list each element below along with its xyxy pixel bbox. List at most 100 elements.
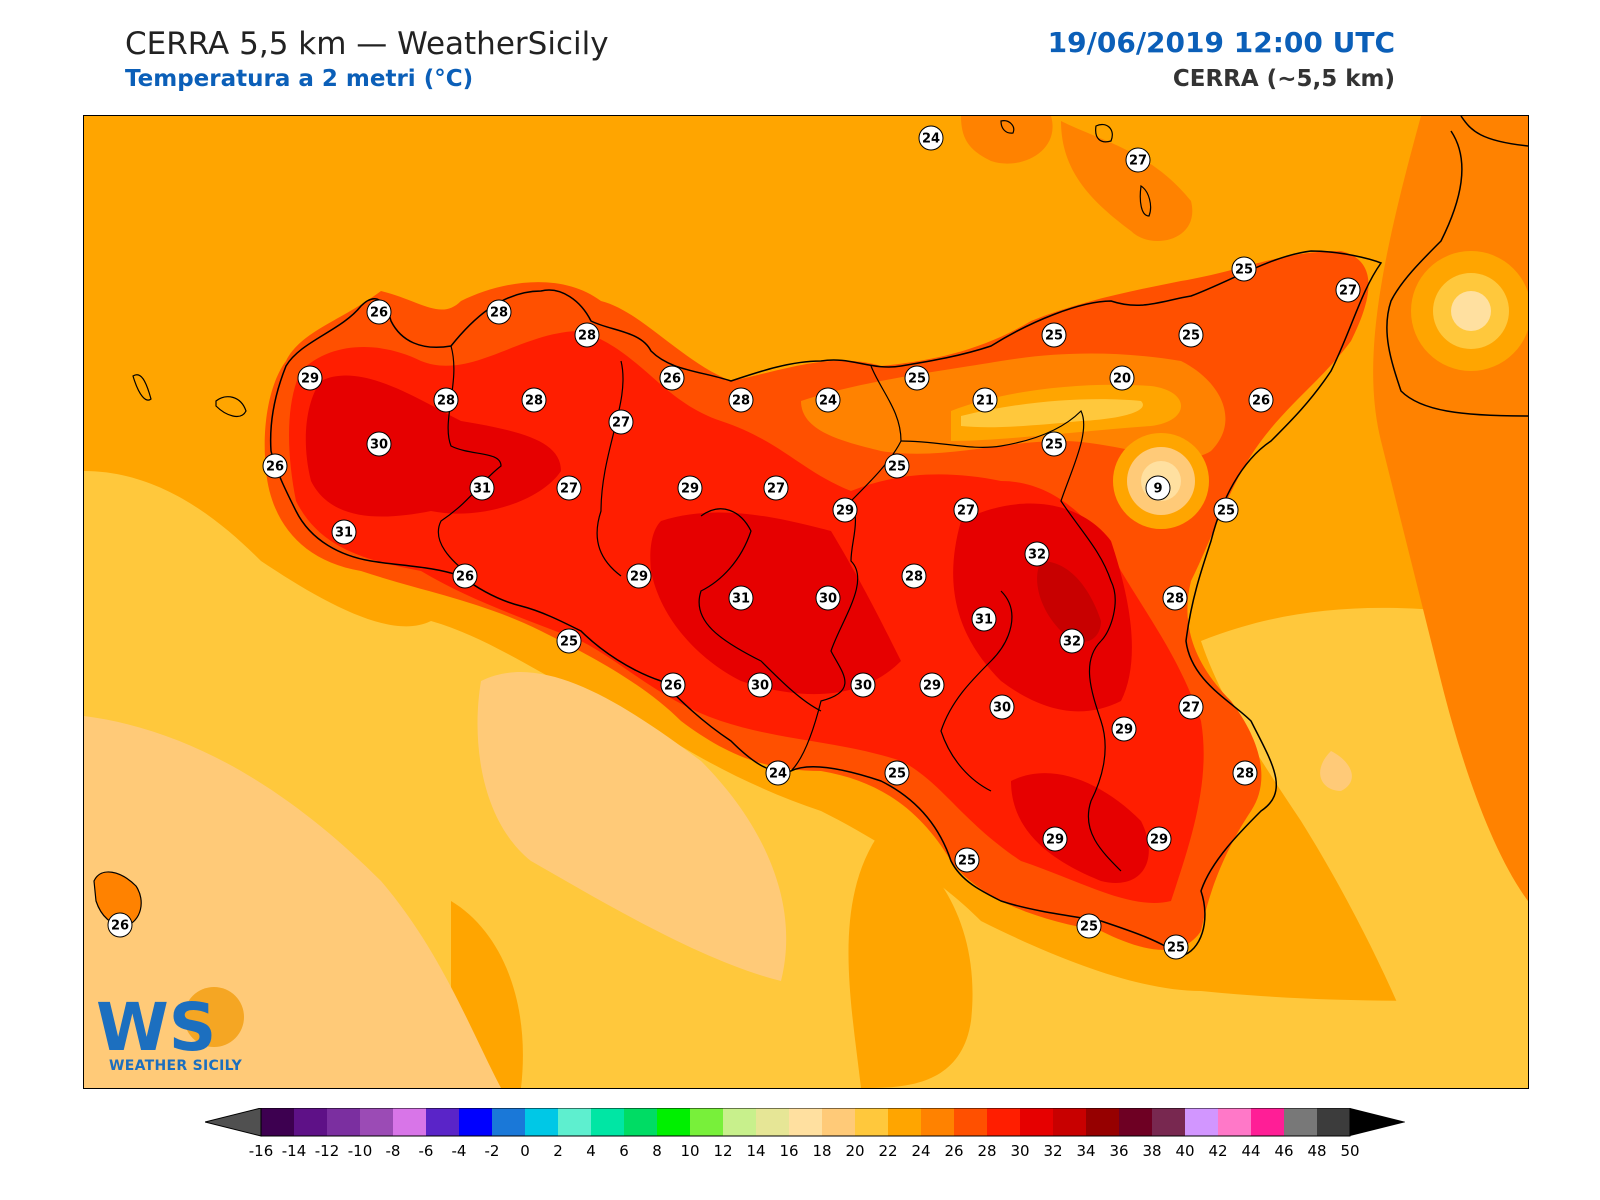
station-value: 26 xyxy=(370,306,388,321)
station-value: 26 xyxy=(111,919,129,934)
station-circle xyxy=(1213,497,1239,523)
station-circle xyxy=(815,585,841,611)
station-marker: 29 xyxy=(1146,826,1172,852)
colorbar-swatch xyxy=(1053,1108,1087,1136)
station-marker: 26 xyxy=(659,365,685,391)
model-label: CERRA (~5,5 km) xyxy=(1172,66,1395,92)
station-marker: 9 xyxy=(1145,475,1171,501)
station-marker: 31 xyxy=(331,519,357,545)
colorbar-tick-label: 34 xyxy=(1076,1142,1095,1160)
station-marker: 27 xyxy=(1335,277,1361,303)
station-circle xyxy=(469,475,495,501)
station-circle xyxy=(815,387,841,413)
station-marker: 26 xyxy=(107,912,133,938)
station-value: 29 xyxy=(1150,833,1168,848)
station-value: 27 xyxy=(612,416,630,431)
station-marker: 26 xyxy=(262,453,288,479)
sea-temp-zone xyxy=(84,716,501,1088)
station-marker: 31 xyxy=(469,475,495,501)
colorbar-tick-label: 22 xyxy=(878,1142,897,1160)
temperature-map: 24 27 25 27 26 28 28 25 25 29 26 25 20 28 28 28 24 21 26 30… xyxy=(83,115,1529,1089)
station-value: 30 xyxy=(819,592,837,607)
colorbar-tick-label: 8 xyxy=(652,1142,662,1160)
colorbar-swatch xyxy=(723,1108,757,1136)
station-circle xyxy=(832,497,858,523)
station-value: 25 xyxy=(1217,504,1235,519)
colorbar-swatch xyxy=(888,1108,922,1136)
station-value: 27 xyxy=(767,482,785,497)
colorbar-tick-label: 30 xyxy=(1010,1142,1029,1160)
station-marker: 25 xyxy=(1041,431,1067,457)
station-marker: 30 xyxy=(850,672,876,698)
colorbar-tick-label: -16 xyxy=(249,1142,274,1160)
station-value: 30 xyxy=(370,438,388,453)
station-circle xyxy=(1335,277,1361,303)
station-circle xyxy=(1041,322,1067,348)
station-marker: 28 xyxy=(521,387,547,413)
station-circle xyxy=(1059,628,1085,654)
colorbar-swatch xyxy=(1317,1108,1351,1136)
station-circle xyxy=(918,125,944,151)
station-circle xyxy=(1163,934,1189,960)
station-circle xyxy=(1145,475,1171,501)
station-value: 31 xyxy=(732,592,750,607)
colorbar-tick-label: -14 xyxy=(282,1142,307,1160)
colorbar-swatch xyxy=(690,1108,724,1136)
station-value: 28 xyxy=(490,306,508,321)
valid-datetime: 19/06/2019 12:00 UTC xyxy=(1047,26,1395,59)
station-value: 27 xyxy=(1129,154,1147,169)
station-circle xyxy=(884,760,910,786)
colorbar-tick-label: 6 xyxy=(619,1142,629,1160)
station-circle xyxy=(1178,694,1204,720)
station-value: 9 xyxy=(1153,482,1162,497)
colorbar-tick-label: 32 xyxy=(1043,1142,1062,1160)
station-circle xyxy=(1162,585,1188,611)
station-circle xyxy=(1041,431,1067,457)
station-circle xyxy=(953,497,979,523)
station-value: 28 xyxy=(525,394,543,409)
station-value: 26 xyxy=(266,460,284,475)
land-temp-zone xyxy=(305,375,561,517)
station-marker: 25 xyxy=(1163,934,1189,960)
station-value: 31 xyxy=(975,613,993,628)
station-value: 25 xyxy=(908,372,926,387)
colorbar-tick-label: -8 xyxy=(386,1142,401,1160)
station-marker: 28 xyxy=(433,387,459,413)
sea-temp-zone xyxy=(477,672,787,981)
station-circle xyxy=(1076,913,1102,939)
map-title: CERRA 5,5 km — WeatherSicily xyxy=(125,26,609,62)
land-temp-zone xyxy=(953,503,1132,712)
station-circle xyxy=(608,409,634,435)
station-value: 31 xyxy=(473,482,491,497)
colorbar-tick-label: -6 xyxy=(419,1142,434,1160)
colorbar-swatch xyxy=(525,1108,559,1136)
station-value: 25 xyxy=(1045,438,1063,453)
station-circle xyxy=(728,585,754,611)
colorbar-swatch xyxy=(657,1108,691,1136)
station-circle xyxy=(1178,322,1204,348)
sea-temp-zone xyxy=(961,116,1053,164)
station-value: 28 xyxy=(1236,767,1254,782)
station-circle xyxy=(884,453,910,479)
station-value: 26 xyxy=(664,679,682,694)
colorbar-swatch xyxy=(1086,1108,1120,1136)
colorbar-swatch xyxy=(624,1108,658,1136)
station-marker: 29 xyxy=(1111,716,1137,742)
colorbar-swatch xyxy=(327,1108,361,1136)
colorbar-tick-label: 26 xyxy=(944,1142,963,1160)
station-marker: 25 xyxy=(884,453,910,479)
station-circle xyxy=(107,912,133,938)
station-circle xyxy=(1125,147,1151,173)
station-marker: 28 xyxy=(728,387,754,413)
sea-temp-zone xyxy=(848,831,973,1088)
sea-temp-zone xyxy=(1061,121,1193,241)
colorbar-tick-label: 2 xyxy=(553,1142,563,1160)
station-circle xyxy=(989,694,1015,720)
station-marker: 30 xyxy=(366,431,392,457)
sea-hot-spot xyxy=(1451,291,1491,331)
colorbar-tick-label: -12 xyxy=(315,1142,340,1160)
sea-temp-zone xyxy=(84,471,1528,1088)
station-value: 29 xyxy=(1115,723,1133,738)
station-marker: 29 xyxy=(919,672,945,698)
station-value: 25 xyxy=(560,635,578,650)
